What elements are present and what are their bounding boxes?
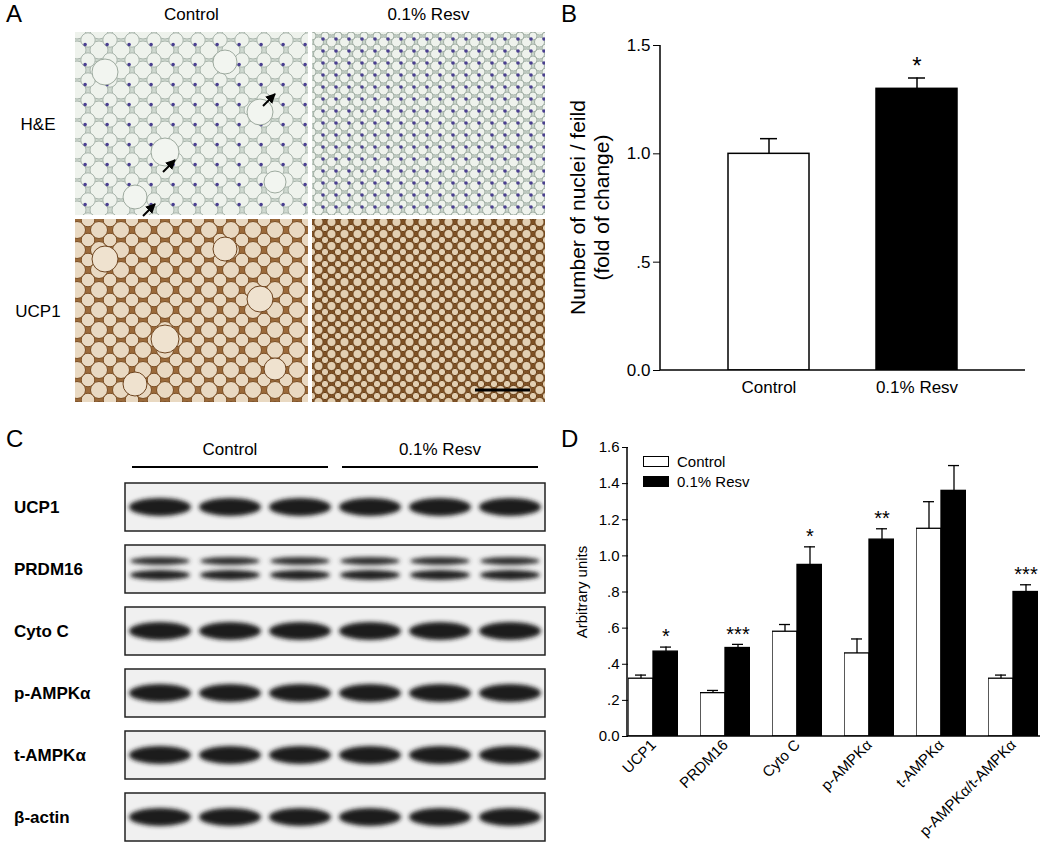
svg-text:.2: .2 xyxy=(607,691,620,708)
svg-text:Control: Control xyxy=(164,5,219,24)
svg-text:PRDM16: PRDM16 xyxy=(14,560,83,579)
svg-text:p-AMPKα: p-AMPKα xyxy=(14,684,91,703)
svg-text:1.0: 1.0 xyxy=(599,547,620,564)
svg-text:0.1% Resv: 0.1% Resv xyxy=(387,5,470,24)
svg-text:.4: .4 xyxy=(607,655,620,672)
svg-text:p-AMPKα: p-AMPKα xyxy=(817,736,875,794)
svg-text:*: * xyxy=(912,52,921,79)
svg-text:0.0: 0.0 xyxy=(599,727,620,744)
svg-text:*: * xyxy=(662,625,670,647)
html-text:A: A xyxy=(6,0,22,27)
svg-text:PRDM16: PRDM16 xyxy=(676,736,731,791)
svg-text:**: ** xyxy=(874,507,890,529)
svg-text:0.1% Resv: 0.1% Resv xyxy=(399,440,482,459)
svg-text:***: *** xyxy=(1014,563,1038,585)
svg-text:0.1% Resv: 0.1% Resv xyxy=(876,378,959,397)
svg-text:1.4: 1.4 xyxy=(599,474,620,491)
svg-text:Cyto C: Cyto C xyxy=(14,622,69,641)
svg-text:t-AMPKα: t-AMPKα xyxy=(14,746,86,765)
html-text:D: D xyxy=(561,425,579,452)
svg-text:p-AMPKα/t-AMPKα: p-AMPKα/t-AMPKα xyxy=(916,736,1019,839)
svg-text:Control: Control xyxy=(742,378,797,397)
html-text:0.1% Resv: 0.1% Resv xyxy=(677,472,750,490)
svg-text:.5: .5 xyxy=(636,253,650,272)
svg-text:UCP1: UCP1 xyxy=(619,736,659,776)
svg-text:UCP1: UCP1 xyxy=(14,498,59,517)
html-text:B: B xyxy=(561,0,577,27)
svg-text:Cyto C: Cyto C xyxy=(759,736,804,781)
svg-text:.8: .8 xyxy=(607,583,620,600)
svg-text:Number of nuclei / feild(fold: Number of nuclei / feild(fold of change) xyxy=(566,100,613,315)
svg-text:t-AMPKα: t-AMPKα xyxy=(892,736,947,791)
svg-text:*: * xyxy=(806,525,814,547)
svg-text:Arbitrary units: Arbitrary units xyxy=(573,546,590,639)
html-text:C: C xyxy=(6,425,24,452)
svg-text:β-actin: β-actin xyxy=(14,808,70,827)
svg-text:1.6: 1.6 xyxy=(599,438,620,455)
svg-text:0.0: 0.0 xyxy=(627,361,651,380)
svg-text:1.5: 1.5 xyxy=(627,36,651,55)
svg-text:.6: .6 xyxy=(607,619,620,636)
svg-text:H&E: H&E xyxy=(21,115,56,134)
svg-text:UCP1: UCP1 xyxy=(15,302,60,321)
html-text:Control: Control xyxy=(677,452,726,470)
svg-text:1.0: 1.0 xyxy=(627,144,651,163)
svg-text:1.2: 1.2 xyxy=(599,511,620,528)
svg-text:Control: Control xyxy=(203,440,258,459)
svg-text:***: *** xyxy=(726,623,750,645)
